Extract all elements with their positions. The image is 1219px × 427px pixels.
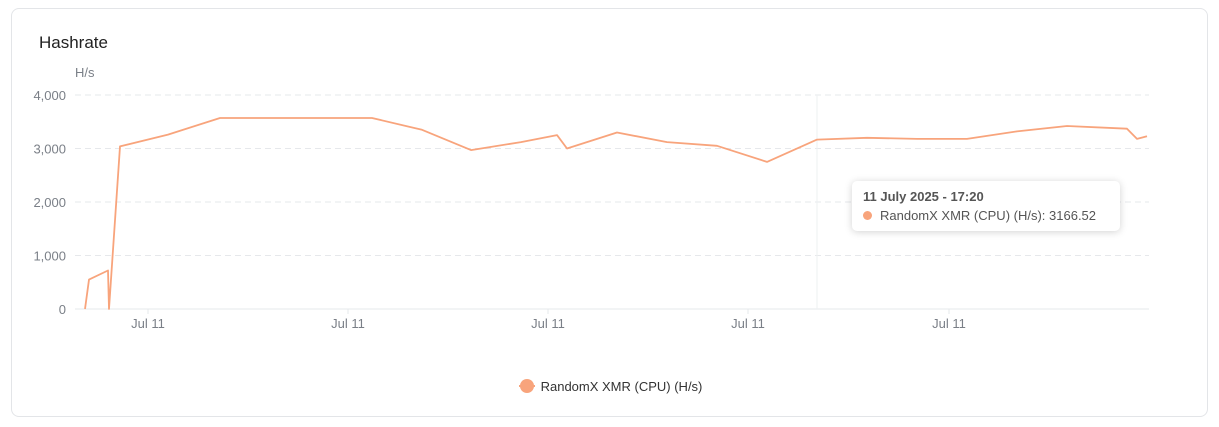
tooltip-series-dot (863, 211, 872, 220)
x-tick-label: Jul 11 (932, 316, 966, 331)
y-tick-label: 0 (59, 302, 66, 317)
hashrate-card: Hashrate 0 1,000 2,000 3,000 4,000 H/s Jul 11… (11, 8, 1208, 417)
y-tick-label: 1,000 (33, 249, 66, 264)
x-axis: Jul 11 Jul 11 Jul 11 Jul 11 Jul 11 (131, 309, 966, 331)
y-tick-label: 4,000 (33, 88, 66, 103)
y-tick-label: 2,000 (33, 195, 66, 210)
x-tick-label: Jul 11 (131, 316, 165, 331)
x-tick-label: Jul 11 (531, 316, 565, 331)
tooltip-series-value: RandomX XMR (CPU) (H/s): 3166.52 (880, 208, 1097, 223)
tooltip-row: RandomX XMR (CPU) (H/s): 3166.52 (863, 208, 1109, 223)
legend-item-randomx[interactable]: RandomX XMR (CPU) (H/s) (518, 378, 703, 394)
y-axis-unit: H/s (75, 65, 95, 80)
chart-legend: RandomX XMR (CPU) (H/s) (12, 378, 1209, 394)
chart-tooltip: 11 July 2025 - 17:20 RandomX XMR (CPU) (… (852, 181, 1120, 231)
x-tick-label: Jul 11 (331, 316, 365, 331)
x-tick-label: Jul 11 (731, 316, 765, 331)
legend-label: RandomX XMR (CPU) (H/s) (540, 378, 703, 394)
chart-title: Hashrate (39, 33, 108, 52)
series-group (84, 117, 1148, 310)
tooltip-title: 11 July 2025 - 17:20 (863, 189, 984, 204)
y-tick-label: 3,000 (33, 142, 66, 157)
legend-marker-icon (518, 378, 535, 394)
y-axis: 0 1,000 2,000 3,000 4,000 H/s (33, 65, 95, 317)
series-line-randomx (84, 117, 1148, 310)
